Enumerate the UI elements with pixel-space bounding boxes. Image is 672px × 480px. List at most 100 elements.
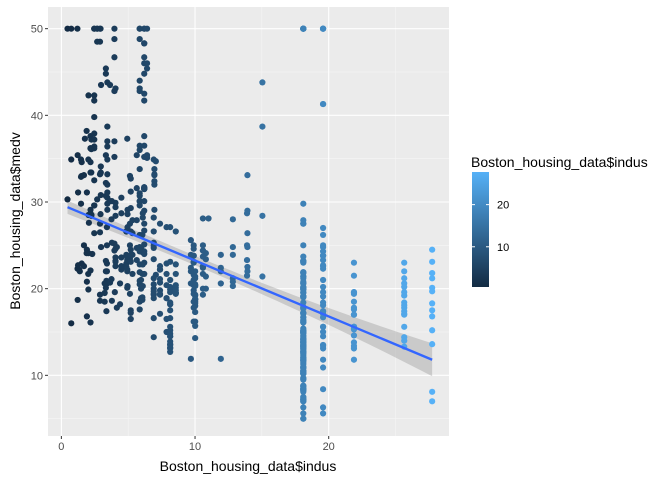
y-tick-label: 40 bbox=[31, 110, 43, 122]
scatter-point bbox=[300, 289, 307, 296]
scatter-point bbox=[104, 194, 111, 201]
scatter-point bbox=[94, 25, 101, 32]
scatter-point bbox=[150, 334, 157, 341]
scatter-point bbox=[74, 25, 81, 32]
scatter-point bbox=[319, 386, 327, 393]
scatter-point bbox=[319, 100, 327, 108]
scatter-point bbox=[124, 266, 131, 273]
scatter-point bbox=[103, 308, 110, 315]
scatter-point bbox=[167, 341, 174, 349]
scatter-point bbox=[91, 136, 98, 143]
scatter-point bbox=[102, 257, 109, 265]
scatter-point bbox=[190, 304, 197, 311]
scatter-point bbox=[150, 256, 157, 263]
scatter-point bbox=[150, 281, 157, 288]
scatter-point bbox=[300, 388, 307, 395]
scatter-point bbox=[300, 398, 307, 405]
scatter-point bbox=[319, 224, 327, 232]
scatter-point bbox=[85, 219, 93, 226]
scatter-point bbox=[91, 202, 98, 209]
scatter-point bbox=[429, 313, 436, 320]
scatter-point bbox=[150, 315, 157, 322]
scatter-point bbox=[141, 207, 148, 214]
scatter-point bbox=[319, 283, 327, 291]
scatter-point bbox=[187, 251, 194, 258]
scatter-point bbox=[319, 248, 327, 255]
scatter-point bbox=[139, 282, 146, 290]
y-tick-label: 50 bbox=[31, 24, 43, 36]
scatter-point bbox=[319, 276, 327, 284]
scatter-point bbox=[136, 192, 143, 200]
scatter-point bbox=[167, 315, 174, 322]
scatter-point bbox=[102, 268, 109, 275]
scatter-point bbox=[141, 54, 148, 61]
y-tick-label: 30 bbox=[31, 197, 43, 209]
legend: Boston_housing_data$indus 10 20 bbox=[471, 154, 648, 287]
scatter-point bbox=[104, 206, 111, 213]
scatter-point bbox=[429, 258, 436, 265]
scatter-point bbox=[150, 214, 157, 221]
scatter-point bbox=[141, 241, 148, 248]
scatter-point bbox=[187, 280, 194, 287]
scatter-point bbox=[136, 202, 143, 209]
scatter-point bbox=[104, 171, 111, 178]
scatter-point bbox=[429, 341, 436, 348]
scatter-point bbox=[80, 242, 88, 249]
scatter-point bbox=[300, 365, 307, 372]
scatter-point bbox=[74, 262, 82, 269]
scatter-point bbox=[141, 97, 148, 104]
scatter-point bbox=[143, 152, 151, 159]
scatter-point bbox=[127, 251, 134, 258]
scatter-point bbox=[91, 230, 98, 237]
scatter-point bbox=[319, 256, 327, 264]
scatter-point bbox=[319, 263, 327, 270]
scatter-point bbox=[104, 156, 111, 163]
scatter-point bbox=[300, 404, 307, 411]
scatter-point bbox=[112, 212, 119, 219]
scatter-point bbox=[190, 318, 197, 325]
scatter-point bbox=[74, 189, 82, 196]
scatter-point bbox=[91, 177, 98, 184]
scatter-point bbox=[85, 286, 92, 293]
scatter-point bbox=[87, 319, 94, 326]
scatter-point bbox=[113, 304, 120, 311]
scatter-point bbox=[133, 256, 140, 264]
scatter-point bbox=[300, 242, 307, 249]
scatter-point bbox=[136, 146, 143, 154]
scatter-point bbox=[118, 210, 125, 217]
scatter-point bbox=[136, 142, 143, 149]
scatter-point bbox=[150, 156, 157, 163]
x-tick-label: 10 bbox=[189, 441, 201, 453]
scatter-point bbox=[199, 285, 207, 292]
scatter-point bbox=[300, 280, 307, 287]
scatter-point bbox=[91, 130, 98, 137]
scatter-point bbox=[429, 327, 436, 334]
scatter-point bbox=[111, 289, 118, 296]
scatter-point bbox=[319, 323, 327, 330]
scatter-point bbox=[112, 204, 119, 211]
scatter-point bbox=[319, 302, 327, 309]
scatter-point bbox=[167, 276, 174, 284]
scatter-point bbox=[259, 273, 266, 280]
scatter-point bbox=[401, 259, 408, 266]
scatter-point bbox=[127, 258, 134, 265]
scatter-point bbox=[167, 283, 174, 291]
scatter-point bbox=[156, 310, 164, 317]
scatter-point bbox=[300, 354, 307, 362]
scatter-point bbox=[199, 270, 207, 278]
scatter-point bbox=[136, 77, 143, 84]
scatter-point bbox=[199, 253, 207, 260]
scatter-point bbox=[141, 90, 148, 97]
scatter-point bbox=[151, 172, 158, 179]
scatter-point bbox=[300, 284, 307, 291]
scatter-point bbox=[97, 211, 104, 218]
scatter-point bbox=[217, 280, 224, 287]
scatter-point bbox=[94, 38, 101, 45]
scatter-point bbox=[102, 65, 109, 72]
scatter-point bbox=[85, 156, 92, 163]
scatter-point bbox=[300, 200, 307, 207]
scatter-point bbox=[229, 216, 236, 223]
scatter-point bbox=[300, 220, 307, 227]
scatter-point bbox=[83, 250, 90, 257]
scatter-point bbox=[104, 143, 111, 150]
